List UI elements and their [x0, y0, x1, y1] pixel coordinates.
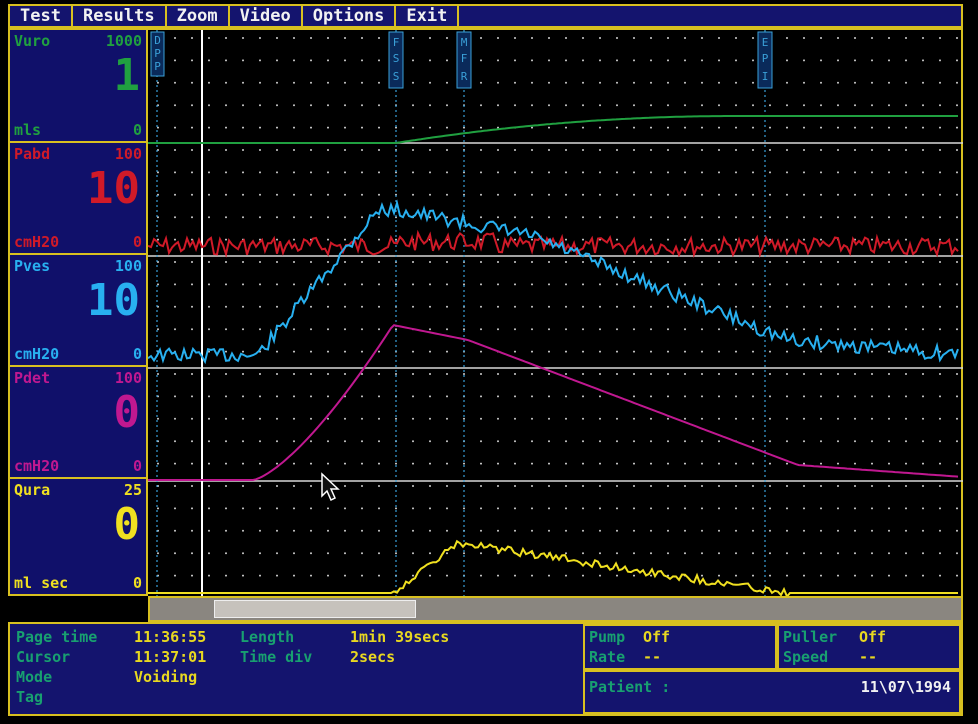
- time-div-label: Time div: [240, 648, 312, 666]
- channel-max: 25: [124, 481, 142, 499]
- speed-label: Speed: [783, 648, 828, 666]
- pump-value: Off: [643, 628, 670, 646]
- puller-label: Puller: [783, 628, 837, 646]
- channel-vuro[interactable]: Vuro 1000 1 mls 0: [10, 30, 146, 143]
- channel-min: 0: [133, 233, 142, 251]
- rate-label: Rate: [589, 648, 625, 666]
- channel-name: Pabd: [14, 145, 50, 163]
- pump-label: Pump: [589, 628, 625, 646]
- event-marker-mfr[interactable]: M F R: [457, 30, 471, 596]
- mouse-pointer-icon: [322, 474, 338, 500]
- time-scrollbar[interactable]: [148, 596, 963, 622]
- channel-panel: Vuro 1000 1 mls 0 Pabd 100 10 cmH20 0 Pv…: [8, 28, 148, 596]
- trace-qura: [148, 541, 958, 596]
- trace-plot[interactable]: D P P F S S M F R E P I: [148, 28, 963, 596]
- channel-name: Pdet: [14, 369, 50, 387]
- event-marker-dpp[interactable]: D P P: [151, 30, 164, 596]
- event-label: S: [393, 70, 400, 83]
- event-label: E: [762, 36, 769, 49]
- trace-vuro: [148, 116, 958, 143]
- channel-unit: cmH20: [14, 345, 59, 363]
- channel-value: 10: [87, 163, 140, 214]
- channel-value: 1: [114, 50, 141, 101]
- time-div-value: 2secs: [350, 648, 395, 666]
- event-label: S: [393, 52, 400, 65]
- trace-pabd: [148, 233, 958, 255]
- channel-unit: cmH20: [14, 457, 59, 475]
- menu-video[interactable]: Video: [230, 6, 303, 26]
- menu-test[interactable]: Test: [10, 6, 73, 26]
- event-label: P: [154, 60, 161, 73]
- speed-value: --: [859, 648, 877, 666]
- channel-min: 0: [133, 457, 142, 475]
- channel-pves[interactable]: Pves 100 10 cmH20 0: [10, 255, 146, 367]
- patient-box[interactable]: Patient : 11\07\1994: [583, 670, 961, 714]
- length-label: Length: [240, 628, 294, 646]
- patient-label: Patient :: [589, 678, 670, 696]
- page-time-label: Page time: [16, 628, 97, 646]
- cursor-value: 11:37:01: [134, 648, 206, 666]
- channel-name: Qura: [14, 481, 50, 499]
- grid-dots: [157, 37, 958, 577]
- channel-min: 0: [133, 345, 142, 363]
- trace-plot-canvas[interactable]: D P P F S S M F R E P I: [148, 30, 963, 598]
- menu-bar: Test Results Zoom Video Options Exit: [8, 4, 963, 28]
- length-value: 1min 39secs: [350, 628, 449, 646]
- menu-results[interactable]: Results: [73, 6, 167, 26]
- event-label: D: [154, 34, 161, 47]
- menu-options[interactable]: Options: [303, 6, 397, 26]
- pump-box[interactable]: Pump Off Rate --: [583, 624, 777, 670]
- event-label: I: [762, 70, 769, 83]
- mode-label: Mode: [16, 668, 52, 686]
- channel-max: 1000: [106, 32, 142, 50]
- tag-label: Tag: [16, 688, 43, 706]
- mode-value: Voiding: [134, 668, 197, 686]
- channel-qura[interactable]: Qura 25 0 ml sec 0: [10, 479, 146, 594]
- channel-unit: ml sec: [14, 574, 68, 592]
- channel-min: 0: [133, 574, 142, 592]
- status-panel: Page time 11:36:55 Length 1min 39secs Cu…: [8, 622, 963, 716]
- channel-value: 0: [114, 499, 141, 550]
- puller-box[interactable]: Puller Off Speed --: [777, 624, 961, 670]
- channel-name: Pves: [14, 257, 50, 275]
- event-label: F: [393, 36, 400, 49]
- page-time-value: 11:36:55: [134, 628, 206, 646]
- menu-zoom[interactable]: Zoom: [167, 6, 230, 26]
- puller-value: Off: [859, 628, 886, 646]
- channel-name: Vuro: [14, 32, 50, 50]
- event-label: M: [461, 36, 468, 49]
- channel-pdet[interactable]: Pdet 100 0 cmH20 0: [10, 367, 146, 479]
- channel-max: 100: [115, 369, 142, 387]
- event-label: P: [762, 52, 769, 65]
- channel-unit: mls: [14, 121, 41, 139]
- channel-min: 0: [133, 121, 142, 139]
- event-label: F: [461, 52, 468, 65]
- menu-exit[interactable]: Exit: [396, 6, 459, 26]
- channel-value: 10: [87, 275, 140, 326]
- channel-pabd[interactable]: Pabd 100 10 cmH20 0: [10, 143, 146, 255]
- channel-max: 100: [115, 257, 142, 275]
- event-label: R: [461, 70, 468, 83]
- event-marker-epi[interactable]: E P I: [758, 30, 772, 596]
- channel-value: 0: [114, 387, 141, 438]
- rate-value: --: [643, 648, 661, 666]
- date-value: 11\07\1994: [861, 678, 951, 696]
- event-marker-fss[interactable]: F S S: [389, 30, 403, 596]
- scrollbar-thumb[interactable]: [214, 600, 416, 618]
- channel-unit: cmH20: [14, 233, 59, 251]
- trace-pves: [148, 203, 958, 362]
- cursor-label: Cursor: [16, 648, 70, 666]
- event-label: P: [154, 47, 161, 60]
- channel-separators: [148, 143, 963, 481]
- channel-max: 100: [115, 145, 142, 163]
